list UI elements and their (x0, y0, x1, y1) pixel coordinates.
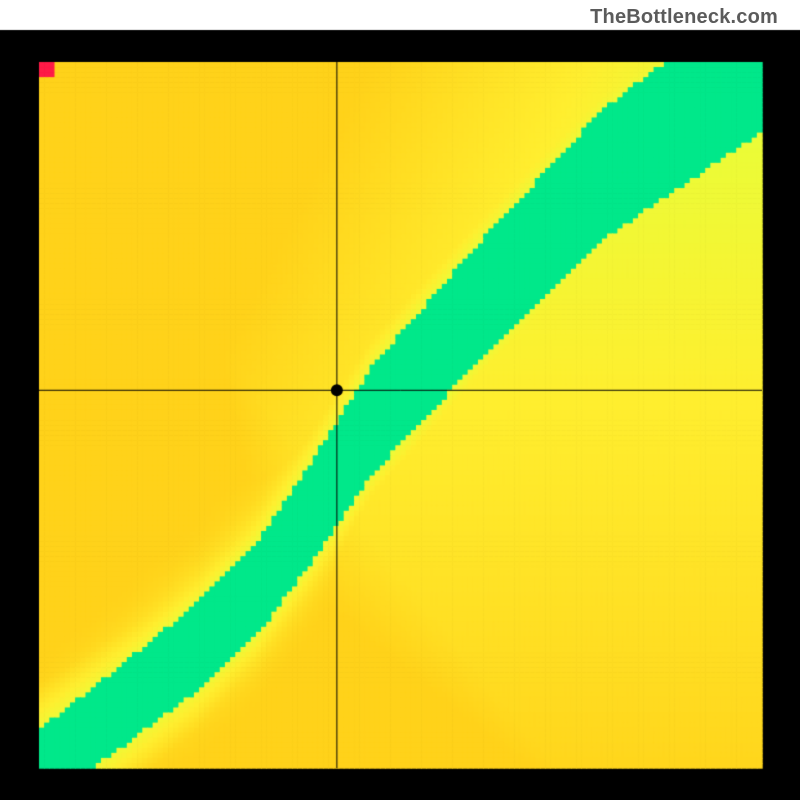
attribution-label: TheBottleneck.com (590, 6, 778, 29)
heatmap-canvas (0, 0, 800, 800)
chart-container: TheBottleneck.com (0, 0, 800, 800)
